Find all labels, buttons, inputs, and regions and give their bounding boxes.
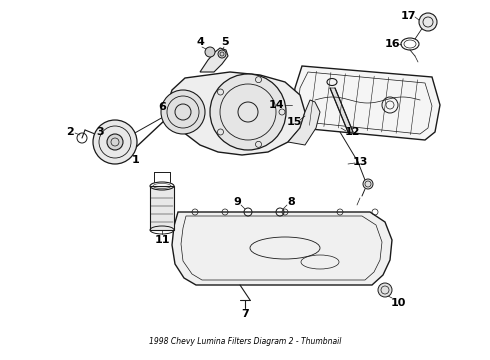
Polygon shape — [150, 186, 174, 230]
Text: 13: 13 — [352, 157, 368, 167]
Text: 9: 9 — [233, 197, 241, 207]
Circle shape — [107, 134, 123, 150]
Polygon shape — [330, 88, 353, 132]
Text: 2: 2 — [66, 127, 74, 137]
Circle shape — [210, 74, 286, 150]
Circle shape — [93, 120, 137, 164]
Text: 4: 4 — [196, 37, 204, 47]
Text: 14: 14 — [269, 100, 285, 110]
Polygon shape — [200, 48, 228, 72]
Text: 7: 7 — [241, 309, 249, 319]
Text: 11: 11 — [154, 235, 170, 245]
Text: 10: 10 — [391, 298, 406, 308]
Circle shape — [378, 283, 392, 297]
Text: 17: 17 — [400, 11, 416, 21]
Text: 3: 3 — [96, 127, 104, 137]
Circle shape — [205, 47, 215, 57]
Text: 1998 Chevy Lumina Filters Diagram 2 - Thumbnail: 1998 Chevy Lumina Filters Diagram 2 - Th… — [149, 338, 341, 346]
Polygon shape — [292, 66, 440, 140]
Text: 6: 6 — [158, 102, 166, 112]
Text: 12: 12 — [344, 127, 360, 137]
Text: 15: 15 — [286, 117, 302, 127]
Circle shape — [363, 179, 373, 189]
Circle shape — [218, 50, 226, 58]
Polygon shape — [172, 212, 392, 285]
Polygon shape — [168, 72, 305, 155]
Circle shape — [419, 13, 437, 31]
Text: 16: 16 — [384, 39, 400, 49]
Circle shape — [161, 90, 205, 134]
Polygon shape — [288, 100, 320, 145]
Text: 8: 8 — [287, 197, 295, 207]
Text: 1: 1 — [132, 155, 140, 165]
Text: 5: 5 — [221, 37, 229, 47]
